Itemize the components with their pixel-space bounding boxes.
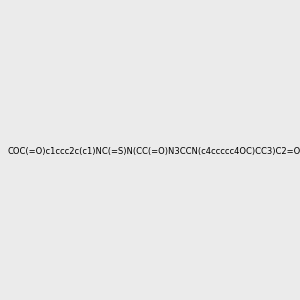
Text: COC(=O)c1ccc2c(c1)NC(=S)N(CC(=O)N3CCN(c4ccccc4OC)CC3)C2=O: COC(=O)c1ccc2c(c1)NC(=S)N(CC(=O)N3CCN(c4… <box>7 147 300 156</box>
